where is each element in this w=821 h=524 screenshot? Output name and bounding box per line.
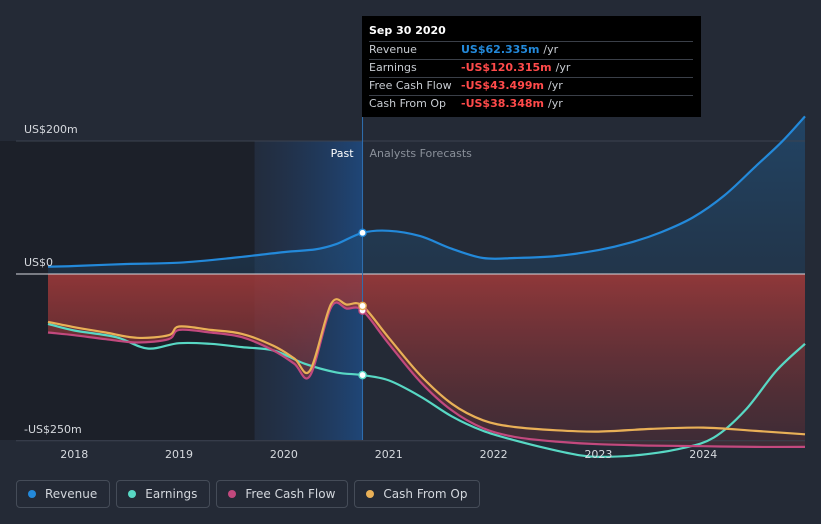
tooltip-label: Cash From Op — [369, 97, 447, 110]
legend-earnings[interactable]: Earnings — [116, 480, 211, 508]
x-tick-label: 2018 — [60, 448, 88, 461]
tooltip: Sep 30 2020 Revenue US$62.335m /yr Earni… — [362, 16, 701, 117]
revenue-area — [48, 116, 805, 275]
x-tick-label: 2019 — [165, 448, 193, 461]
legend-free-cash-flow[interactable]: Free Cash Flow — [216, 480, 349, 508]
tooltip-unit: /yr — [547, 79, 563, 92]
series-line-cash-from-op — [47, 298, 806, 436]
legend-label: Earnings — [145, 487, 198, 501]
series-line-earnings — [47, 322, 806, 458]
legend-label: Revenue — [45, 487, 98, 501]
legend-label: Free Cash Flow — [245, 487, 336, 501]
tooltip-date: Sep 30 2020 — [369, 24, 446, 37]
tooltip-unit: /yr — [543, 43, 559, 56]
tooltip-value: -US$38.348m — [461, 97, 544, 110]
legend: Revenue Earnings Free Cash Flow Cash Fro… — [16, 480, 486, 510]
tooltip-value: -US$43.499m — [461, 79, 544, 92]
y-tick-label: US$200m — [24, 123, 78, 136]
tooltip-row-revenue: Revenue US$62.335m /yr — [369, 41, 693, 59]
legend-cash-from-op[interactable]: Cash From Op — [354, 480, 481, 508]
tooltip-label: Earnings — [369, 61, 417, 74]
x-tick-label: 2020 — [270, 448, 298, 461]
tooltip-row-earnings: Earnings -US$120.315m /yr — [369, 59, 693, 77]
legend-dot-icon — [128, 490, 137, 498]
x-tick-label: 2021 — [375, 448, 403, 461]
legend-label: Cash From Op — [383, 487, 468, 501]
tooltip-value: -US$120.315m — [461, 61, 552, 74]
series-line-free-cash-flow — [47, 301, 806, 449]
tooltip-label: Revenue — [369, 43, 417, 56]
series-line-revenue — [47, 115, 806, 268]
y-tick-label: US$0 — [24, 256, 53, 269]
tooltip-unit: /yr — [555, 61, 571, 74]
forecast-label: Analysts Forecasts — [370, 147, 473, 160]
legend-dot-icon — [366, 490, 375, 498]
tooltip-row-cash-from-op: Cash From Op -US$38.348m /yr — [369, 95, 693, 113]
tooltip-unit: /yr — [547, 97, 563, 110]
negative-area — [48, 274, 805, 447]
tooltip-row-free-cash-flow: Free Cash Flow -US$43.499m /yr — [369, 77, 693, 95]
x-tick-label: 2023 — [584, 448, 612, 461]
tooltip-value: US$62.335m — [461, 43, 540, 56]
x-tick-label: 2022 — [480, 448, 508, 461]
marker-revenue — [358, 228, 367, 238]
tooltip-label: Free Cash Flow — [369, 79, 452, 92]
legend-dot-icon — [228, 490, 237, 498]
y-tick-label: -US$250m — [24, 423, 82, 436]
legend-revenue[interactable]: Revenue — [16, 480, 111, 508]
past-label: Past — [331, 147, 355, 160]
marker-earnings — [358, 370, 367, 380]
legend-dot-icon — [28, 490, 36, 498]
marker-cash-from-op — [358, 301, 367, 311]
x-tick-label: 2024 — [689, 448, 717, 461]
